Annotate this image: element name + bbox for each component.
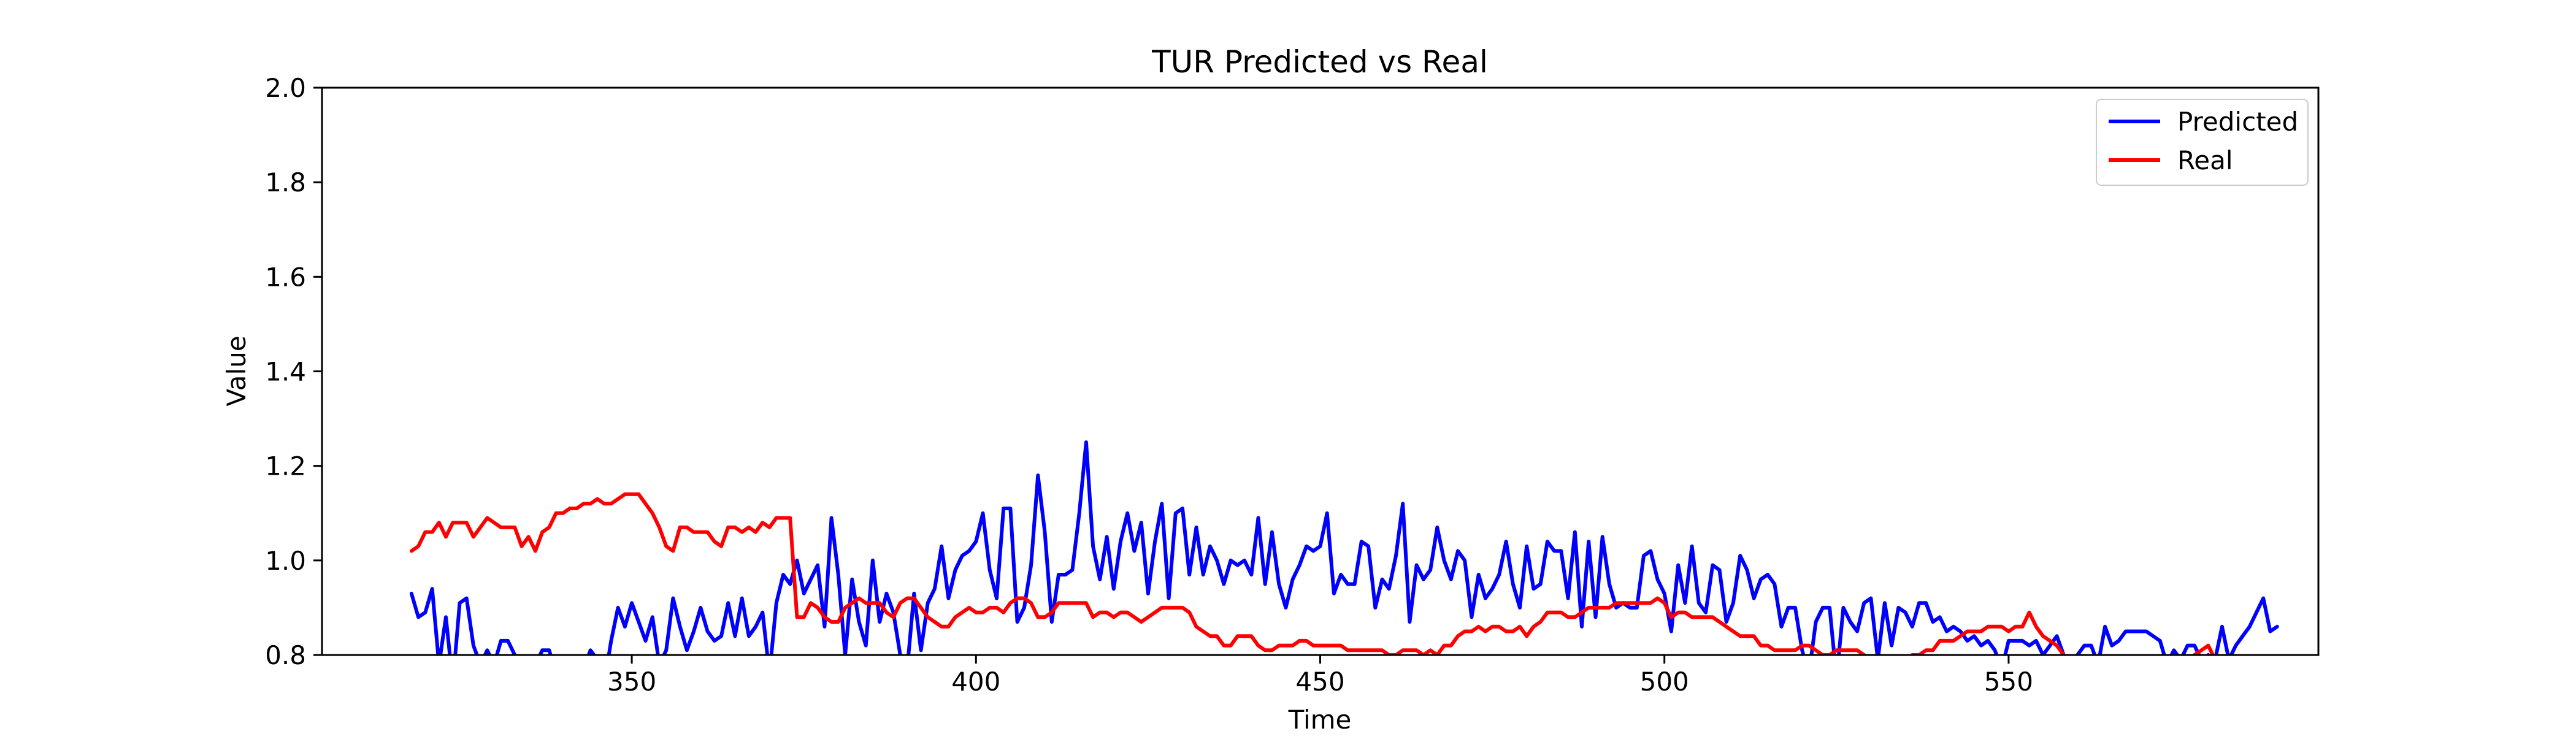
- series-line-real: [409, 492, 2215, 655]
- y-tick-label: 1.0: [265, 546, 306, 576]
- x-tick-label: 550: [1984, 667, 2033, 697]
- plot-frame: [321, 86, 2320, 656]
- x-axis: 350 400 450 500 550: [607, 655, 2033, 697]
- y-tick-label: 1.2: [265, 451, 306, 481]
- legend-label-real: Real: [2177, 145, 2233, 175]
- y-tick-label: 0.8: [265, 640, 306, 670]
- x-tick-label: 450: [1295, 667, 1344, 697]
- y-tick-label: 1.8: [265, 167, 306, 197]
- y-tick-label: 2.0: [265, 73, 306, 103]
- legend-label-predicted: Predicted: [2177, 107, 2298, 137]
- y-tick-label: 1.6: [265, 262, 306, 292]
- x-axis-label: Time: [1288, 705, 1352, 735]
- series-line-predicted: [409, 440, 2279, 655]
- plot-area: [409, 440, 2279, 655]
- y-axis-label: Value: [221, 335, 251, 406]
- chart-title: TUR Predicted vs Real: [1151, 44, 1488, 80]
- legend: Predicted Real: [2096, 99, 2309, 186]
- x-tick-label: 500: [1640, 667, 1689, 697]
- x-tick-label: 350: [607, 667, 656, 697]
- y-axis: 0.8 1.0 1.2 1.4 1.6 1.8 2.0: [265, 73, 322, 670]
- y-tick-label: 1.4: [265, 357, 306, 387]
- x-tick-label: 400: [951, 667, 1000, 697]
